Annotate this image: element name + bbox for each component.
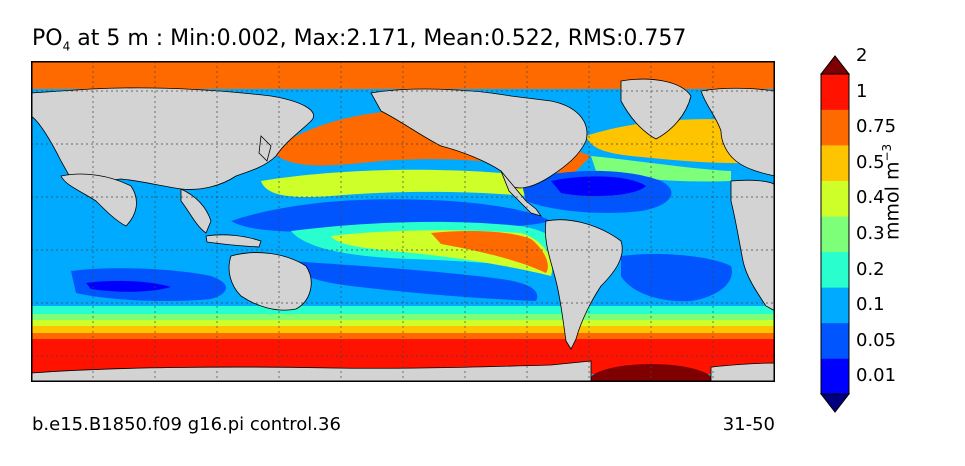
north-atlantic-core	[551, 176, 646, 197]
colorbar-tick-label: 0.75	[856, 116, 897, 138]
colorbar-tick-label: 2	[856, 45, 868, 67]
colorbar-unit-exponent: −3	[880, 143, 894, 162]
south-pacific-gyre	[291, 261, 538, 301]
colorbar-tick-label: 0.01	[856, 365, 897, 387]
indonesia	[205, 234, 262, 248]
title-species-subscript: 4	[62, 39, 71, 54]
ocean-map	[31, 61, 775, 382]
colorbar-segment	[821, 322, 849, 359]
colorbar-segments	[821, 74, 849, 395]
greenland	[620, 78, 692, 140]
colorbar-bottom-arrow	[819, 393, 851, 413]
colorbar-segment	[821, 180, 849, 217]
north-america	[370, 88, 588, 189]
case-name: b.e15.B1850.f09 g16.pi control.36	[32, 414, 341, 435]
central-america	[500, 170, 543, 217]
southern-ocean-band-1	[31, 306, 775, 314]
southeast-asia	[180, 188, 212, 234]
south-atlantic-gyre	[621, 254, 732, 302]
colorbar-unit: mmol m	[881, 161, 904, 240]
southern-ocean-band-3	[31, 320, 775, 326]
colorbar-segment	[821, 251, 849, 288]
colorbar-segment	[821, 216, 849, 253]
land	[31, 78, 775, 382]
colorbar-tick-label: 0.4	[856, 187, 885, 209]
colorbar-top-arrow	[819, 55, 851, 75]
japan	[258, 135, 272, 162]
africa	[730, 179, 775, 312]
map-frame	[31, 61, 775, 382]
year-range: 31-50	[722, 414, 775, 435]
colorbar-tick-label: 0.5	[856, 151, 885, 173]
gridlines	[31, 61, 775, 382]
australia	[228, 252, 312, 311]
colorbar-tick-label: 0.1	[856, 294, 885, 316]
india	[60, 173, 137, 227]
colorbar-segment	[821, 74, 849, 110]
title-stats: at 5 m : Min:0.002, Max:2.171, Mean:0.52…	[70, 26, 687, 51]
south-america	[544, 219, 623, 350]
colorbar-frame	[820, 73, 850, 395]
colorbar-segment	[821, 287, 849, 324]
colorbar-tick-label: 0.3	[856, 223, 885, 244]
colorbar-tick-label: 1	[856, 80, 868, 102]
colorbar	[819, 55, 851, 413]
colorbar-unit-label: mmol m−3	[880, 144, 903, 240]
plot-title: PO4 at 5 m : Min:0.002, Max:2.171, Mean:…	[32, 26, 686, 53]
antarctica	[31, 360, 592, 382]
southern-ocean-band-4	[31, 326, 775, 333]
weddell-sea-max	[589, 364, 713, 382]
equatorial-upwelling-high	[431, 231, 548, 273]
colorbar-segment	[821, 358, 849, 395]
colorbar-tick-label: 0.2	[856, 258, 885, 280]
colorbar-tick-label: 0.05	[856, 329, 897, 351]
colorbar-segment	[821, 109, 849, 146]
title-species: PO	[32, 26, 63, 51]
europe	[700, 87, 775, 177]
indian-ocean-core	[86, 280, 171, 292]
antarctica-east	[710, 362, 775, 382]
colorbar-segment	[821, 145, 849, 181]
